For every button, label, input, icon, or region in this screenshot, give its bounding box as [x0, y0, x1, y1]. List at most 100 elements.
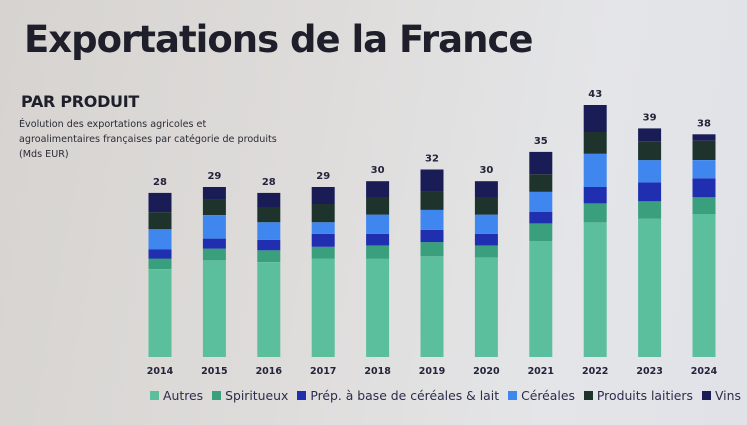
bar-segment-2018-produits-laitiers	[366, 197, 390, 215]
total-label-2020: 30	[479, 165, 493, 176]
legend-label: Spiritueux	[225, 388, 289, 403]
legend-label: Céréales	[521, 388, 575, 403]
total-label-2017: 29	[316, 171, 330, 182]
bar-segment-2018-autres	[366, 258, 390, 357]
bar-segment-2023-autres	[638, 218, 662, 357]
bar-segment-2015-vins	[202, 187, 226, 200]
bar-segment-2015-autres	[202, 260, 226, 357]
bar-segment-2017-spiritueux	[311, 246, 335, 259]
legend-item-c-r-ales: Céréales	[508, 388, 575, 403]
legend-label: Autres	[163, 388, 204, 403]
total-label-2021: 35	[534, 136, 548, 147]
bar-segment-2023-pr-p-base-de-c-r-ales-lait	[638, 182, 662, 202]
bar-segment-2024-pr-p-base-de-c-r-ales-lait	[692, 178, 716, 198]
legend-swatch	[150, 391, 159, 400]
total-label-2022: 43	[588, 89, 602, 100]
bar-segment-2019-produits-laitiers	[420, 191, 444, 210]
bar-segment-2020-c-r-ales	[474, 214, 498, 234]
bar-segment-2016-produits-laitiers	[257, 207, 281, 223]
x-tick-label-2023: 2023	[636, 366, 662, 377]
x-tick-label-2018: 2018	[364, 366, 391, 377]
description-line-2: agroalimentaires françaises par catégori…	[19, 134, 277, 145]
legend-swatch	[701, 391, 711, 400]
bar-segment-2020-produits-laitiers	[474, 197, 498, 215]
bar-segment-2019-spiritueux	[420, 242, 444, 257]
x-tick-label-2015: 2015	[201, 366, 227, 377]
bar-segment-2018-spiritueux	[366, 245, 390, 259]
bar-segment-2021-spiritueux	[529, 223, 553, 241]
bar-segment-2022-spiritueux	[583, 203, 607, 223]
bar-segment-2023-spiritueux	[638, 201, 662, 219]
bar-segment-2014-pr-p-base-de-c-r-ales-lait	[148, 249, 172, 259]
legend-item-produits-laitiers: Produits laitiers	[583, 388, 693, 403]
bar-segment-2020-pr-p-base-de-c-r-ales-lait	[474, 233, 498, 246]
x-tick-label-2019: 2019	[419, 366, 445, 377]
legend-label: Produits laitiers	[596, 388, 693, 403]
bar-segment-2024-vins	[692, 134, 716, 141]
bar-segment-2018-vins	[366, 181, 390, 197]
total-label-2014: 28	[153, 177, 167, 188]
legend-item-pr-p-base-de-c-r-ales-lait: Prép. à base de céréales & lait	[297, 388, 499, 403]
bar-segment-2014-autres	[148, 269, 172, 357]
bar-segment-2019-vins	[420, 169, 444, 192]
bar-segment-2021-vins	[529, 151, 553, 175]
bar-segment-2017-produits-laitiers	[311, 204, 335, 223]
bar-segment-2017-c-r-ales	[311, 222, 335, 234]
legend-item-autres: Autres	[150, 388, 203, 403]
total-label-2018: 30	[371, 165, 385, 176]
page-title: Exportations de la France	[24, 18, 533, 61]
legend-swatch	[297, 391, 307, 400]
legend-label: Prép. à base de céréales & lait	[310, 388, 500, 403]
x-tick-label-2016: 2016	[256, 366, 283, 377]
bar-segment-2022-pr-p-base-de-c-r-ales-lait	[583, 187, 607, 204]
bar-segment-2024-spiritueux	[692, 197, 716, 214]
bar-segment-2014-c-r-ales	[148, 229, 172, 250]
x-tick-label-2017: 2017	[310, 366, 336, 377]
bar-segment-2017-pr-p-base-de-c-r-ales-lait	[311, 233, 335, 247]
bar-segment-2022-c-r-ales	[583, 153, 607, 187]
bar-segment-2024-produits-laitiers	[692, 140, 716, 160]
description-line-1: Évolution des exportations agricoles et	[19, 119, 207, 130]
bar-segment-2014-spiritueux	[148, 258, 172, 269]
total-label-2015: 29	[207, 171, 221, 182]
bar-segment-2021-autres	[529, 241, 553, 357]
bar-segment-2021-produits-laitiers	[529, 174, 553, 192]
x-tick-label-2021: 2021	[528, 366, 554, 377]
bar-segment-2022-produits-laitiers	[583, 132, 607, 154]
bar-segment-2015-pr-p-base-de-c-r-ales-lait	[202, 238, 226, 249]
description-line-3: (Mds EUR)	[19, 149, 69, 160]
bar-segment-2016-vins	[257, 192, 281, 207]
bar-segment-2024-autres	[692, 214, 716, 357]
bar-segment-2022-autres	[583, 222, 607, 357]
bar-segment-2016-pr-p-base-de-c-r-ales-lait	[257, 239, 281, 251]
x-tick-label-2020: 2020	[473, 366, 500, 377]
x-tick-label-2014: 2014	[147, 366, 174, 377]
bar-segment-2019-c-r-ales	[420, 209, 444, 230]
x-tick-label-2022: 2022	[582, 366, 608, 377]
bar-segment-2015-spiritueux	[202, 248, 226, 261]
legend-item-vins: Vins	[701, 388, 741, 403]
x-tick-labels-group: 2014 2015 2016 2017 2018 2019 2020 2021 2022 2023…	[147, 366, 718, 377]
bar-segment-2019-pr-p-base-de-c-r-ales-lait	[420, 229, 444, 243]
chart-description: Évolution des exportations agricoles et …	[19, 117, 329, 162]
bar-segment-2023-vins	[638, 128, 662, 142]
legend-item-spiritueux: Spiritueux	[212, 388, 288, 403]
bar-segment-2016-c-r-ales	[257, 222, 281, 240]
bar-segment-2019-autres	[420, 256, 444, 357]
bar-segment-2023-produits-laitiers	[638, 141, 662, 161]
bar-segment-2022-vins	[583, 105, 607, 132]
total-label-2019: 32	[425, 154, 439, 165]
bar-segment-2018-pr-p-base-de-c-r-ales-lait	[366, 233, 390, 246]
x-tick-label-2024: 2024	[691, 366, 718, 377]
bar-segment-2023-c-r-ales	[638, 160, 662, 183]
legend-swatch	[212, 391, 222, 400]
bar-segment-2014-vins	[148, 192, 172, 213]
total-label-2024: 38	[697, 118, 711, 129]
total-label-2016: 28	[262, 177, 276, 188]
legend-swatch	[508, 391, 518, 400]
total-label-2023: 39	[643, 112, 657, 123]
bar-segment-2016-spiritueux	[257, 250, 281, 262]
bar-segment-2024-c-r-ales	[692, 160, 716, 179]
legend-label: Vins	[714, 388, 741, 403]
